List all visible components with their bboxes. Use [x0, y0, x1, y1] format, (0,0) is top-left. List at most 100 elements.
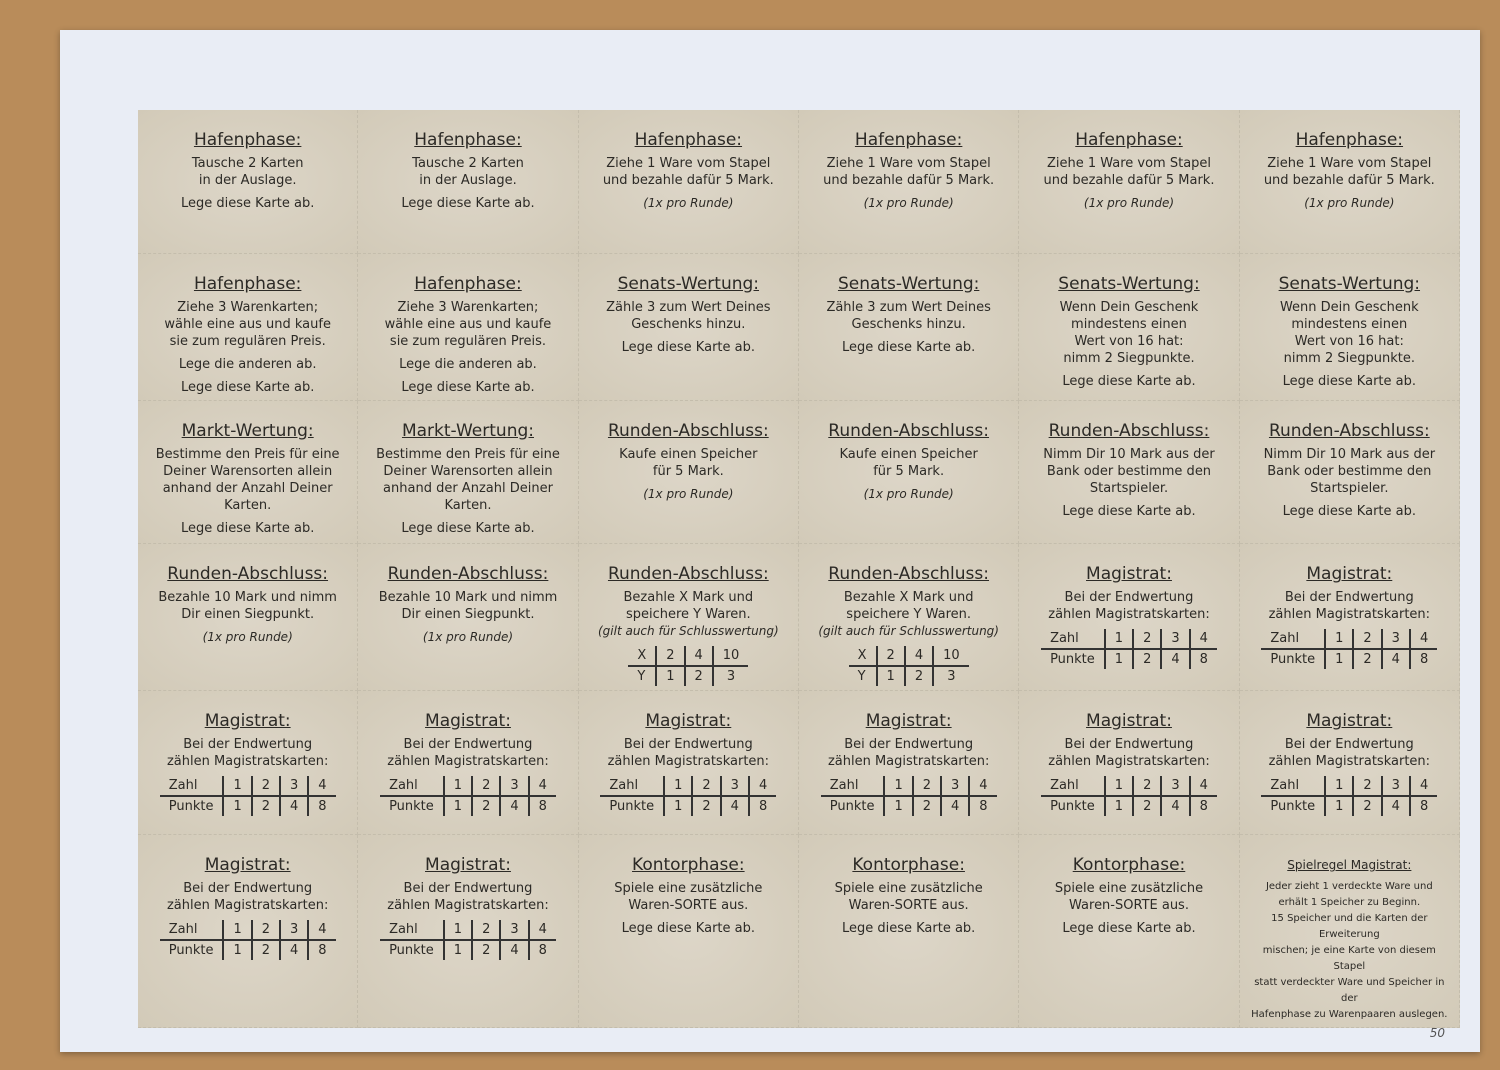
table-cell: 2 — [1132, 629, 1162, 651]
card-text-line: sie zum regulären Preis. — [169, 333, 326, 349]
card: Hafenphase: Ziehe 1 Ware vom Stapel und be… — [578, 110, 799, 254]
table-cell: Zahl — [380, 920, 444, 941]
card: Runden-Abschluss: Nimm Dir 10 Mark aus de… — [1239, 400, 1460, 545]
table-cell: Y — [857, 669, 866, 685]
table-cell: 1 — [442, 920, 473, 941]
table-cell: 1 — [1103, 796, 1134, 817]
card-text-line: und bezahle dafür 5 Mark. — [1043, 173, 1215, 188]
card-title: Markt-Wertung: — [181, 420, 314, 441]
card-text-line: und bezahle dafür 5 Mark. — [823, 173, 995, 188]
card-frequency-note: (1x pro Runde) — [863, 196, 954, 210]
card-text-line: Dir einen Siegpunkt. — [181, 607, 315, 623]
table-cell: Punkte — [389, 799, 434, 815]
table-cell: 3 — [1380, 776, 1410, 798]
table-cell: 4 — [747, 776, 777, 798]
card-text-line: Wenn Dein Geschenk — [1279, 299, 1419, 315]
table-cell: 1 — [442, 776, 473, 798]
card-text-line: Bank oder bestimme den — [1267, 463, 1432, 479]
card-text-line: wähle eine aus und kaufe — [384, 316, 552, 332]
table-cell: 4 — [903, 646, 934, 668]
table-cell: 3 — [1160, 776, 1190, 798]
card-title: Magistrat: — [1306, 711, 1393, 732]
table-cell: 3 — [719, 776, 749, 798]
card-title: Spielregel Magistrat: — [1287, 858, 1412, 872]
table-row: Punkte 1 2 4 8 — [1261, 796, 1438, 817]
card-instruction: Lege diese Karte ab. — [621, 339, 755, 355]
card-text-line: Geschenks hinzu. — [631, 316, 746, 332]
table-cell: 3 — [499, 920, 529, 941]
card-text-line: Ziehe 1 Ware vom Stapel — [606, 156, 771, 171]
card-title: Hafenphase: — [414, 130, 522, 150]
card-instruction: Lege diese Karte ab. — [841, 921, 976, 936]
table-cell: 4 — [307, 776, 336, 798]
table-cell: 3 — [932, 666, 969, 687]
card-text-line: nimm 2 Siegpunkte. — [1063, 350, 1195, 366]
table-row: Zahl 1 2 3 4 — [159, 776, 336, 798]
card-title: Senats-Wertung: — [1278, 273, 1421, 294]
table-row: Punkte 1 2 4 8 — [1041, 796, 1217, 817]
card-text-line: Dir einen Siegpunkt. — [401, 607, 535, 623]
table-row: Punkte 1 2 4 8 — [821, 796, 997, 817]
table-cell: 1 — [655, 666, 685, 687]
card-text-line: wähle eine aus und kaufe — [164, 316, 331, 332]
card-score-table: X 2 4 10 Y 1 2 3 — [848, 646, 969, 687]
card-title: Senats-Wertung: — [617, 273, 760, 294]
card: Runden-Abschluss: Bezahle 10 Mark und nim… — [358, 544, 579, 692]
table-cell: 2 — [875, 646, 905, 668]
card-score-table: Zahl 1 2 3 4 Punkte 1 2 4 8 — [820, 776, 997, 817]
table-row: Zahl 1 2 3 4 — [1261, 776, 1438, 798]
card-note: (gilt auch für Schlusswertung) — [818, 624, 999, 639]
card-title: Hafenphase: — [634, 130, 743, 150]
card-text-line: mischen; je eine Karte von diesem Stapel — [1262, 945, 1436, 972]
card-text-line: Karten. — [444, 497, 492, 513]
card-sheet-paper: Hafenphase: Tausche 2 Karten in der Auslag… — [60, 30, 1480, 1052]
table-cell: 8 — [307, 796, 336, 817]
card-score-table: Zahl 1 2 3 4 Punkte 1 2 4 8 — [159, 776, 336, 817]
table-row: Zahl 1 2 3 4 — [820, 776, 997, 798]
table-cell: Punkte — [1270, 799, 1316, 815]
card: Magistrat: Bei der Endwertung zählen Magis… — [578, 691, 799, 835]
card-instruction: Lege diese Karte ab. — [401, 520, 535, 536]
table-cell: 3 — [711, 666, 749, 687]
card-title: Magistrat: — [1306, 564, 1393, 585]
table-cell: Y — [637, 669, 646, 685]
card-title: Magistrat: — [204, 711, 291, 732]
table-cell: 1 — [1324, 776, 1354, 798]
card-score-table: Zahl 1 2 3 4 Punkte 1 2 4 8 — [1041, 776, 1217, 817]
card-title: Senats-Wertung: — [837, 273, 980, 294]
table-cell: Punkte — [829, 799, 875, 815]
card-score-table: Zahl 1 2 3 4 Punkte 1 2 4 8 — [159, 920, 336, 960]
card-text-line: Wert von 16 hat: — [1074, 333, 1184, 349]
card-text-line: Bei der Endwertung — [1284, 590, 1414, 606]
card-title: Kontorphase: — [852, 855, 965, 875]
table-cell: 8 — [968, 796, 997, 817]
card: Magistrat: Bei der Endwertung zählen Magis… — [1239, 544, 1460, 692]
card-title: Hafenphase: — [1075, 130, 1183, 150]
card-instruction: Lege diese Karte ab. — [1062, 921, 1196, 936]
table-row: X 2 4 10 — [628, 646, 749, 668]
card-frequency-note: (1x pro Runde) — [1083, 196, 1175, 210]
table-cell: 2 — [471, 940, 501, 960]
card: Senats-Wertung: Zähle 3 zum Wert Deines Ge… — [798, 253, 1020, 401]
table-cell: 1 — [1324, 629, 1354, 651]
card-instruction: Lege diese Karte ab. — [1062, 373, 1196, 389]
card-text-line: zählen Magistratskarten: — [1048, 607, 1210, 623]
card-text-line: zählen Magistratskarten: — [1048, 754, 1210, 770]
card-text-line: Startspieler. — [1310, 480, 1389, 496]
card-title: Runden-Abschluss: — [828, 420, 990, 441]
card-score-table: Zahl 1 2 3 4 Punkte 1 2 4 8 — [380, 776, 556, 817]
card-text-line: zählen Magistratskarten: — [1268, 754, 1431, 770]
card-text-line: Karten. — [224, 497, 272, 513]
card-instruction: Lege diese Karte ab. — [401, 196, 535, 211]
table-cell: 1 — [222, 796, 252, 817]
table-cell: Zahl — [1041, 776, 1105, 798]
card-instruction: Lege diese Karte ab. — [1062, 503, 1196, 519]
table-row: Zahl 1 2 3 4 — [159, 920, 336, 941]
table-cell: 1 — [875, 666, 905, 687]
card-text-line: zählen Magistratskarten: — [166, 898, 329, 913]
table-cell: 4 — [1408, 776, 1438, 798]
card-frequency-note: (1x pro Runde) — [863, 486, 954, 501]
table-cell: 2 — [471, 920, 501, 941]
card-text-line: Spiele eine zusätzliche — [1054, 881, 1204, 896]
card-instruction: Lege diese Karte ab. — [621, 921, 755, 936]
